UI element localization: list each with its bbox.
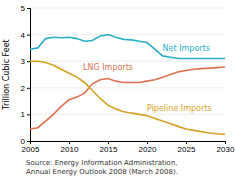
y-tick-mark: [27, 35, 30, 36]
y-tick: 2: [21, 84, 30, 93]
x-tick: 2030: [217, 141, 235, 154]
x-tick-label: 2020: [139, 145, 157, 154]
y-tick-mark: [27, 114, 30, 115]
series-line: [30, 35, 225, 59]
y-tick-label: 0: [21, 137, 26, 146]
y-tick-mark: [27, 8, 30, 9]
x-tick: 2020: [139, 141, 157, 154]
series-label: Net Imports: [163, 44, 210, 53]
y-axis: 0 1 2 3 4 5: [21, 4, 31, 146]
x-tick-mark: [225, 141, 226, 144]
series-line: [30, 61, 225, 134]
y-tick: 5: [21, 4, 30, 13]
y-tick: 4: [21, 31, 30, 40]
y-tick-label: 5: [21, 4, 26, 13]
y-tick-label: 3: [21, 57, 26, 66]
grid-line: [30, 61, 225, 62]
series-label: LNG Imports: [83, 63, 133, 72]
x-axis-line: [31, 142, 226, 145]
x-tick-mark: [186, 141, 187, 144]
x-tick-mark: [69, 141, 70, 144]
x-tick: 2015: [100, 141, 118, 154]
y-axis-line: [27, 9, 31, 142]
source-text: Annual Energy Outlook 2008 (March 2008).: [26, 168, 178, 176]
y-tick-label: 4: [21, 31, 26, 40]
chart-svg: 200520102015202020252030012345Trillion C…: [0, 0, 235, 179]
grid-line: [30, 8, 225, 9]
source-note: Source: Energy Information Administratio…: [26, 159, 178, 176]
chart-container: 200520102015202020252030012345Trillion C…: [0, 0, 235, 179]
y-tick-label: 2: [21, 84, 26, 93]
y-tick: 3: [21, 57, 30, 66]
y-tick-label: 1: [21, 110, 26, 119]
x-axis: 200520102015202020252030: [22, 141, 235, 154]
x-tick-label: 2025: [178, 145, 196, 154]
source-text: Source: Energy Information Administratio…: [26, 159, 178, 167]
x-tick: 2010: [61, 141, 79, 154]
grid-line: [30, 114, 225, 115]
x-tick: 2025: [178, 141, 196, 154]
x-tick-label: 2030: [217, 145, 235, 154]
x-tick-mark: [147, 141, 148, 144]
y-tick-mark: [27, 88, 30, 89]
lines: [30, 35, 225, 135]
y-tick: 1: [21, 110, 30, 119]
y-tick-mark: [27, 61, 30, 62]
series-line: [30, 67, 225, 129]
y-axis-title: Trillion Cubic Feet: [2, 39, 11, 110]
series-label: Pipeline Imports: [147, 104, 212, 113]
y-tick: 0: [21, 137, 30, 146]
y-tick-mark: [27, 141, 30, 142]
x-tick-label: 2010: [61, 145, 79, 154]
series-labels: Net Imports LNG Imports Pipeline Imports: [83, 44, 212, 113]
grid-line: [30, 34, 225, 35]
grid: [30, 8, 225, 141]
x-tick-mark: [108, 141, 109, 144]
x-tick-label: 2015: [100, 145, 118, 154]
grid-line: [30, 87, 225, 88]
